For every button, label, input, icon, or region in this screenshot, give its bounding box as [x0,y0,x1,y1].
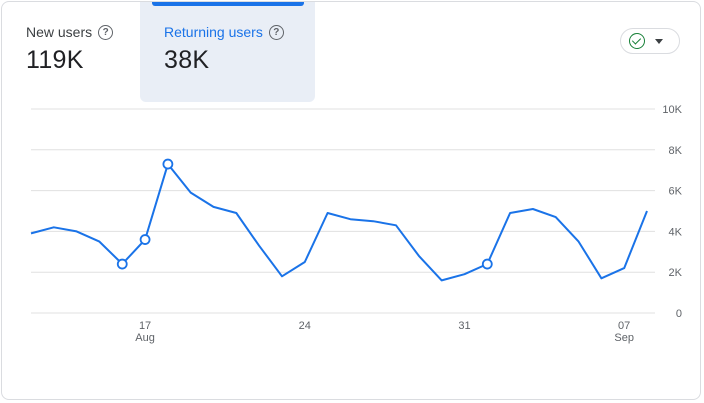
metric-value: 119K [26,46,84,74]
y-tick-label: 0 [676,308,682,320]
y-tick-label: 8K [669,145,683,157]
x-tick-month-label: Sep [614,332,634,344]
metric-label: Returning users [164,24,263,40]
metric-label: New users [26,24,93,40]
metric-value: 38K [164,46,210,74]
help-icon[interactable]: ? [98,24,114,40]
caret-down-icon [655,38,663,44]
y-tick-label: 10K [662,104,682,116]
x-tick-label: 07 [618,320,630,332]
x-tick-month-label: Aug [135,332,155,344]
x-tick-label: 24 [299,320,311,332]
metric-label-row: New users ? [26,24,140,40]
x-tick-label: 17 [139,320,151,332]
data-point-marker [162,158,174,170]
x-tick-label: 31 [458,320,470,332]
y-tick-label: 6K [669,186,683,198]
data-point-marker [481,258,493,270]
check-circle-icon [629,33,645,49]
metric-tab-new-users[interactable]: New users ? 119K [2,2,140,102]
y-tick-label: 4K [669,226,683,238]
data-point-marker [116,258,128,270]
metric-label-row: Returning users ? [164,24,315,40]
y-tick-label: 2K [669,267,683,279]
selected-indicator [152,2,304,6]
metric-tab-returning-users[interactable]: Returning users ? 38K [140,2,315,102]
data-point-marker [139,234,151,245]
help-icon[interactable]: ? [268,24,284,40]
series-line [30,163,648,282]
status-dropdown[interactable] [620,28,680,54]
